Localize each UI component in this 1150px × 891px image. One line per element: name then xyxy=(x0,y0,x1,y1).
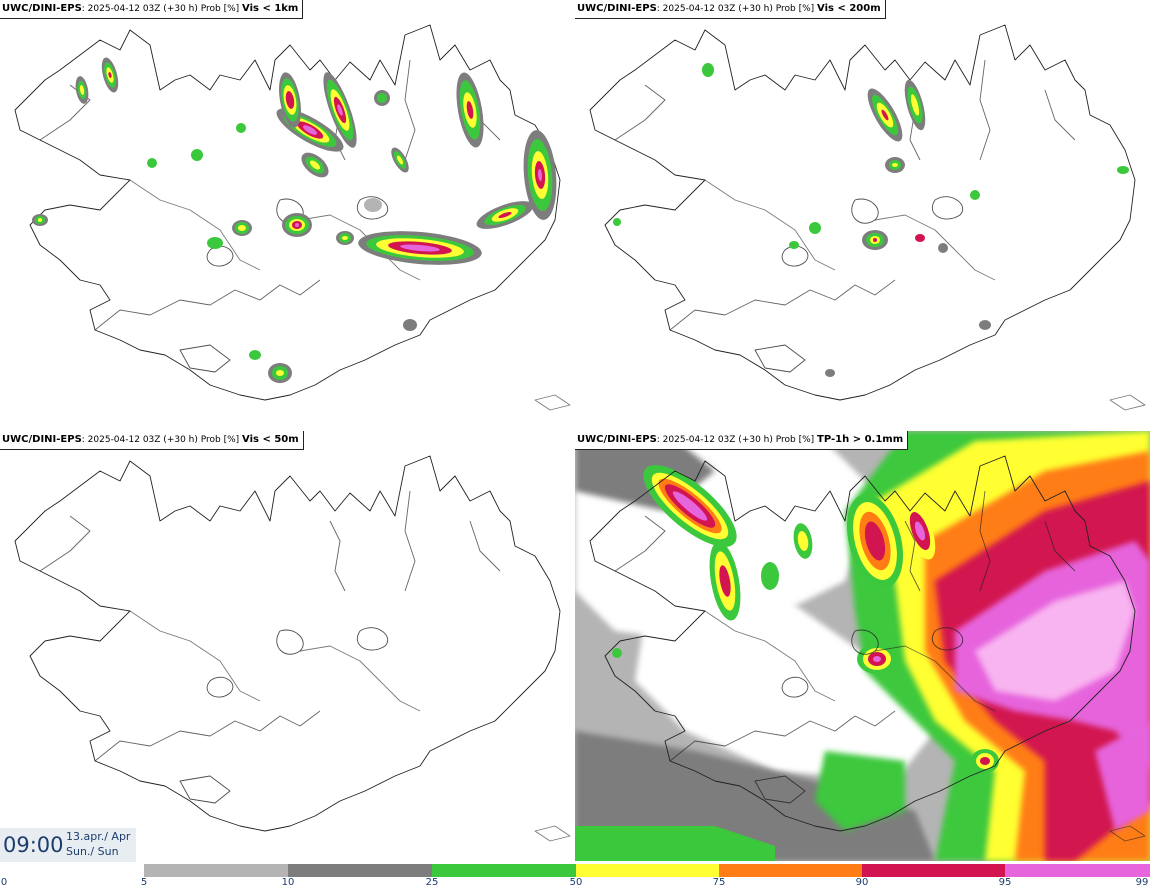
model-name: UWC/DINI-EPS xyxy=(577,434,657,445)
legend-swatch xyxy=(144,864,288,877)
run-info: : 2025-04-12 03Z (+30 h) Prob [%] xyxy=(656,435,818,445)
iceland-map xyxy=(589,24,1146,411)
probability-field xyxy=(32,57,557,383)
legend-tick: 5 xyxy=(140,877,148,888)
iceland-map xyxy=(14,24,571,411)
model-name: UWC/DINI-EPS xyxy=(2,3,82,14)
iceland-outline xyxy=(14,455,571,842)
run-info: : 2025-04-12 03Z (+30 h) Prob [%] xyxy=(656,4,818,14)
legend-tick: 50 xyxy=(569,877,583,888)
legend-swatch xyxy=(1005,864,1150,877)
legend-swatch xyxy=(576,864,719,877)
legend-tick: 25 xyxy=(425,877,439,888)
legend-tick: 99 xyxy=(1135,877,1149,888)
panel-title: UWC/DINI-EPS: 2025-04-12 03Z (+30 h) Pro… xyxy=(575,431,909,450)
threshold-label: Vis < 1km xyxy=(242,3,299,14)
legend-tick: 10 xyxy=(281,877,295,888)
legend-tick: 0 xyxy=(0,877,8,888)
valid-time-box: 09:00 13.apr./ Apr Sun./ Sun xyxy=(0,828,136,862)
map-panel-precip: UWC/DINI-EPS: 2025-04-12 03Z (+30 h) Pro… xyxy=(575,431,1150,861)
map-panel-vis-50m: UWC/DINI-EPS: 2025-04-12 03Z (+30 h) Pro… xyxy=(0,431,575,861)
probability-field xyxy=(575,431,1150,861)
legend-swatch xyxy=(0,864,144,877)
iceland-outline xyxy=(589,24,1146,411)
map-panel-vis-200m: UWC/DINI-EPS: 2025-04-12 03Z (+30 h) Pro… xyxy=(575,0,1150,430)
valid-time: 09:00 xyxy=(3,833,64,857)
panel-title: UWC/DINI-EPS: 2025-04-12 03Z (+30 h) Pro… xyxy=(0,431,304,450)
valid-day: Sun./ Sun xyxy=(66,845,119,858)
legend-tick: 95 xyxy=(998,877,1012,888)
threshold-label: Vis < 50m xyxy=(242,434,299,445)
threshold-label: Vis < 200m xyxy=(817,3,881,14)
legend-tick: 75 xyxy=(712,877,726,888)
legend-swatch xyxy=(719,864,862,877)
legend-swatch xyxy=(288,864,432,877)
legend-swatch xyxy=(432,864,576,877)
iceland-map xyxy=(575,431,1150,861)
model-name: UWC/DINI-EPS xyxy=(2,434,82,445)
panel-title: UWC/DINI-EPS: 2025-04-12 03Z (+30 h) Pro… xyxy=(0,0,304,19)
iceland-map xyxy=(14,455,571,842)
probability-field xyxy=(613,63,1129,377)
map-panel-vis-1km: UWC/DINI-EPS: 2025-04-12 03Z (+30 h) Pro… xyxy=(0,0,575,430)
panel-title: UWC/DINI-EPS: 2025-04-12 03Z (+30 h) Pro… xyxy=(575,0,886,19)
valid-date: 13.apr./ Apr xyxy=(66,830,131,843)
probability-legend: 0 5 10 25 50 75 90 95 99 xyxy=(0,862,1150,891)
legend-swatch xyxy=(862,864,1005,877)
run-info: : 2025-04-12 03Z (+30 h) Prob [%] xyxy=(81,435,243,445)
run-info: : 2025-04-12 03Z (+30 h) Prob [%] xyxy=(81,4,243,14)
model-name: UWC/DINI-EPS xyxy=(577,3,657,14)
legend-tick: 90 xyxy=(855,877,869,888)
threshold-label: TP-1h > 0.1mm xyxy=(817,434,904,445)
